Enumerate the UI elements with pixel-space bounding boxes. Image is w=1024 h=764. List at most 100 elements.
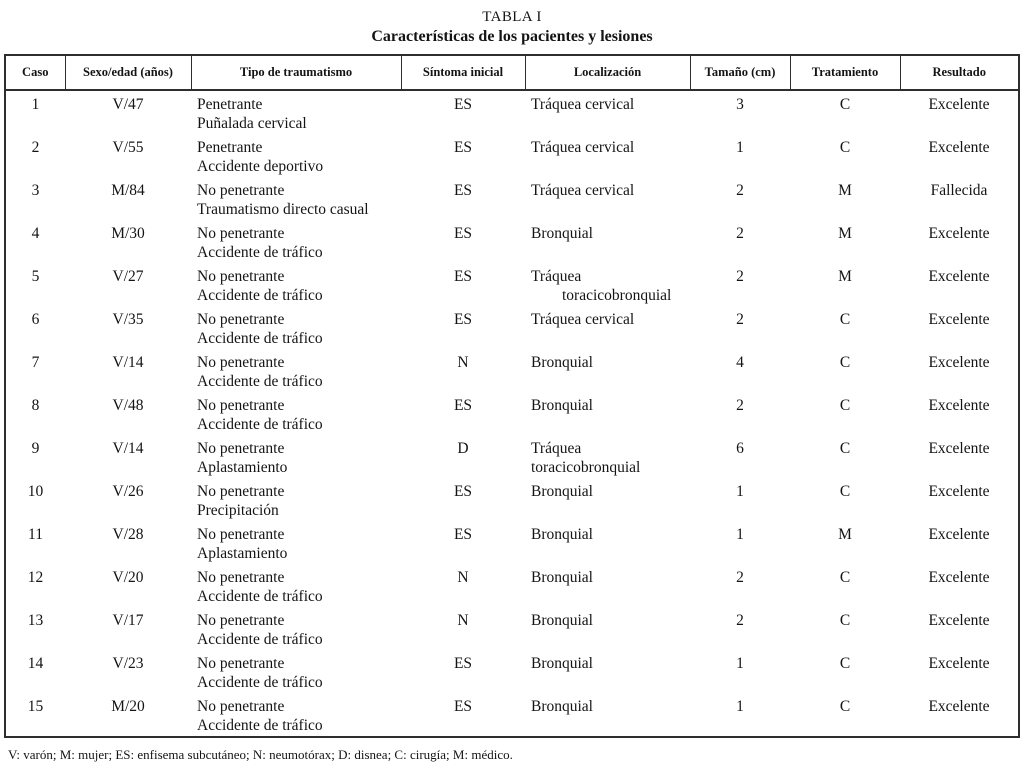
table-row: 7 V/14 No penetrante Accidente de tráfico N B… [5,349,1019,392]
cell-caso: 11 [28,525,43,543]
cell-localizacion: Tráquea cervical [531,95,635,113]
cell-localizacion: Tráquea cervical [531,310,635,328]
cell-resultado: Excelente [928,396,990,414]
cell-caso: 12 [27,568,44,586]
cell-sintoma-inicial: ES [453,267,473,285]
cell-sexo-edad: V/48 [112,396,144,414]
cell-resultado: Excelente [928,310,990,328]
cell-sintoma-inicial: D [457,439,469,457]
cell-tipo-traumatismo: No penetrante Aplastamiento [197,525,288,563]
cell-tratamiento: C [839,568,851,586]
cell-resultado: Excelente [928,353,990,371]
table-row: 13 V/17 No penetrante Accidente de tráfico N… [5,607,1019,650]
column-header-localizacion: Localización [525,54,691,91]
cell-localizacion: Bronquial [531,396,593,414]
table-row: 3 M/84 No penetrante Traumatismo directo ca… [5,177,1019,220]
cell-tamano: 2 [736,611,744,629]
cell-sintoma-inicial: ES [453,138,473,156]
cell-resultado: Fallecida [930,181,988,199]
cell-sexo-edad: V/47 [112,95,144,113]
cell-tratamiento: C [839,654,851,672]
cell-resultado: Excelente [928,654,990,672]
cell-tamano: 3 [736,95,744,113]
table-title: TABLA I [482,9,542,25]
cell-tipo-traumatismo: No penetrante Precipitación [197,482,285,520]
cell-caso: 3 [31,181,40,199]
cell-sexo-edad: V/23 [112,654,144,672]
cell-localizacion: Bronquial [531,568,593,586]
cell-tipo-traumatismo: No penetrante Accidente de tráfico [197,310,323,348]
cell-tipo-traumatismo: No penetrante Accidente de tráfico [197,654,323,692]
cell-tipo-traumatismo: No penetrante Accidente de tráfico [197,267,323,305]
column-header-sexo-edad: Sexo/edad (años) [65,54,192,91]
cell-sexo-edad: V/26 [112,482,144,500]
title-block: TABLA I Características de los pacientes… [4,8,1020,47]
cell-caso: 1 [31,95,40,113]
cell-resultado: Excelente [928,224,990,242]
cell-localizacion: Bronquial [531,353,593,371]
cell-tamano: 4 [736,353,744,371]
cell-tipo-traumatismo: Penetrante Accidente deportivo [197,138,324,176]
cell-sexo-edad: V/27 [112,267,144,285]
cell-tamano: 1 [736,697,744,715]
column-header-tratamiento: Tratamiento [790,54,901,91]
cell-tratamiento: C [839,439,851,457]
table-header: Caso Sexo/edad (años) Tipo de traumatismo S… [5,54,1020,91]
cell-localizacion: Bronquial [531,654,593,672]
cell-tipo-traumatismo: Penetrante Puñalada cervical [197,95,307,133]
table-row: 12 V/20 No penetrante Accidente de tráfico N… [5,564,1019,607]
cell-resultado: Excelente [928,95,990,113]
cell-sexo-edad: V/20 [112,568,144,586]
cell-tratamiento: M [838,525,852,543]
cell-tamano: 2 [736,181,744,199]
cell-sexo-edad: V/14 [112,439,144,457]
cell-localizacion: Bronquial [531,482,593,500]
cell-resultado: Excelente [928,439,990,457]
cell-sexo-edad: V/55 [112,138,144,156]
table-row: 2 V/55 Penetrante Accidente deportivo ES Tráq… [5,134,1019,177]
cell-tamano: 1 [736,525,744,543]
cell-tratamiento: C [839,138,851,156]
cell-localizacion: Tráquea toracicobronquial [531,439,641,477]
footnote: V: varón; M: mujer; ES: enfisema subcutá… [8,746,513,762]
cell-tratamiento: C [839,353,851,371]
cell-tamano: 1 [736,138,744,156]
cell-resultado: Excelente [928,611,990,629]
cell-tamano: 2 [736,267,744,285]
table-row: 5 V/27 No penetrante Accidente de tráfico ES… [5,263,1019,306]
cell-tratamiento: M [838,224,852,242]
cell-tamano: 2 [736,224,744,242]
cell-sintoma-inicial: ES [453,654,473,672]
cell-caso: 4 [31,224,40,242]
cell-caso: 8 [31,396,40,414]
column-header-tipo-traumatismo: Tipo de traumatismo [191,54,402,91]
cell-sexo-edad: M/30 [111,224,145,242]
cell-caso: 7 [31,353,40,371]
table-row: 8 V/48 No penetrante Accidente de tráfico ES… [5,392,1019,435]
cell-resultado: Excelente [928,138,990,156]
cell-tratamiento: M [838,181,852,199]
header-row: Caso Sexo/edad (años) Tipo de traumatismo S… [5,54,1020,91]
cell-sintoma-inicial: N [457,611,469,629]
cell-tipo-traumatismo: No penetrante Accidente de tráfico [197,353,323,391]
table-body: 1 V/47 Penetrante Puñalada cervical ES Tráque… [5,90,1019,737]
table-row: 11 V/28 No penetrante Aplastamiento ES Bronqu… [5,521,1019,564]
cell-tamano: 6 [736,439,744,457]
cell-caso: 2 [31,138,40,156]
cell-sexo-edad: V/17 [112,611,144,629]
cell-sintoma-inicial: ES [453,525,473,543]
cell-caso: 15 [27,697,44,715]
cell-localizacion: Bronquial [531,224,593,242]
cell-tipo-traumatismo: No penetrante Accidente de tráfico [197,611,323,649]
cell-localizacion: Bronquial [531,611,593,629]
cell-tratamiento: C [839,396,851,414]
cell-tamano: 1 [736,654,744,672]
table-row: 14 V/23 No penetrante Accidente de tráfico E… [5,650,1019,693]
column-header-caso: Caso [5,54,66,91]
cell-localizacion: Tráquea toracicobronquial [531,267,672,305]
cell-tratamiento: C [839,611,851,629]
cell-caso: 6 [31,310,40,328]
cell-tamano: 2 [736,396,744,414]
table-row: 1 V/47 Penetrante Puñalada cervical ES Tráque… [5,90,1019,134]
